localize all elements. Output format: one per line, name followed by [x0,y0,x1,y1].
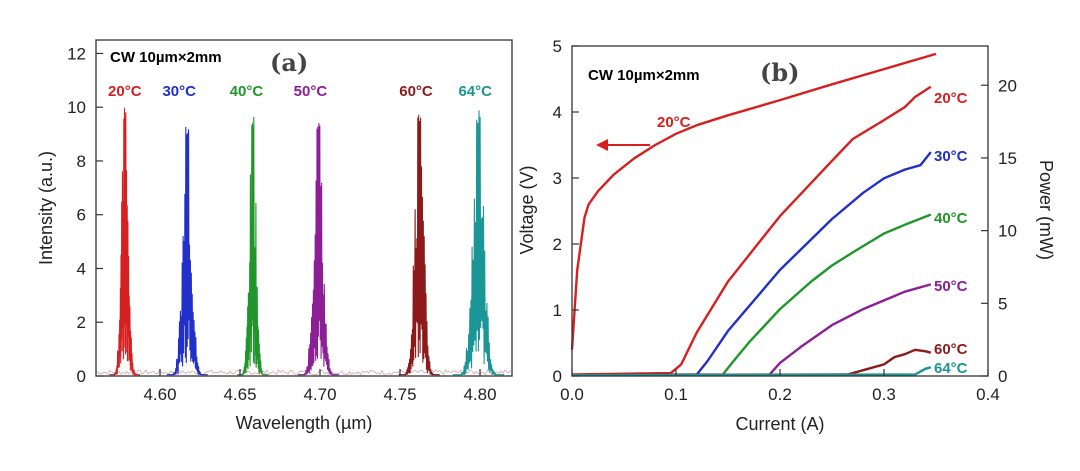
panel-a-x-tick-label: 4.75 [383,385,416,404]
spectrum-line-50c [297,123,339,376]
panel-b-left-y-tick-label: 0 [553,367,562,386]
panel-b-tag: (b) [760,58,800,87]
panel-b-left-y-tick-label: 3 [553,169,562,188]
panel-a-ticks: 4.60 4.65 4.70 4.75 4.80 0 2 4 6 8 10 12 [67,44,496,404]
spectrum-label: 20°C [108,83,142,100]
power-curve-50c [571,283,932,377]
power-curve-label: 50°C [934,278,968,295]
spectrum-line-30c [166,126,208,376]
panel-b-right-y-tick-label: 10 [998,222,1017,241]
panel-b-x-tick-label: 0.1 [664,385,688,404]
panel-a-x-tick-label: 4.70 [303,385,336,404]
panel-a-frame [95,39,513,377]
panel-b-plot-area [570,52,937,377]
panel-a-y-tick-label: 6 [77,206,86,225]
panel-b-x-tick-label: 0.2 [768,385,792,404]
spectrum-line-20c [109,107,141,377]
power-curve-40c [571,213,932,377]
spectrum-label: 60°C [399,83,433,100]
panel-a-y-tick-label: 12 [67,44,86,63]
spectrum-label: 64°C [458,83,492,100]
panel-b-temperature-labels: 20°C 30°C 40°C 50°C 60°C 64°C [934,90,968,377]
panel-b-right-y-tick-label: 5 [998,294,1007,313]
panel-b-x-tick-label: 0.0 [560,385,584,404]
spectrum-noise-floor [95,369,511,376]
panel-b-left-y-tick-label: 1 [553,301,562,320]
panel-a-x-tick-label: 4.80 [463,385,496,404]
panel-b-annotation: CW 10µm×2mm [588,67,700,84]
panel-a-x-tick-label: 4.65 [223,385,256,404]
panel-a-spectra: 4.60 4.65 4.70 4.75 4.80 0 2 4 6 8 10 12 20°C 30°C 40… [36,39,513,433]
spectrum-line-64c [452,110,504,376]
power-curve-60c [571,348,932,377]
panel-a-x-tick-label: 4.60 [143,385,176,404]
panel-b-right-y-tick-label: 20 [998,76,1017,95]
panel-a-y-tick-label: 10 [67,98,86,117]
power-curve-30c [571,151,932,377]
voltage-curve-label: 20°C [657,114,691,131]
spectrum-label: 50°C [294,83,328,100]
power-curve-20c [571,85,932,376]
panel-b-x-tick-label: 0.4 [976,385,1000,404]
power-curve-label: 40°C [934,210,968,227]
spectrum-line-40c [237,116,269,376]
panel-a-y-tick-label: 8 [77,152,86,171]
panel-a-tag: (a) [270,48,308,77]
panel-b-right-y-tick-label: 15 [998,149,1017,168]
panel-a-plot-area [95,107,511,377]
panel-a-y-axis-label: Intensity (a.u.) [36,151,56,265]
spectrum-label: 30°C [162,83,196,100]
power-curve-64c [571,366,932,377]
panel-a-y-tick-label: 2 [77,313,86,332]
panel-b-x-tick-label: 0.3 [872,385,896,404]
voltage-arrow-head [596,139,608,151]
voltage-curve-20c [570,52,937,350]
panel-b-right-y-axis-label: Power (mW) [1036,160,1056,260]
power-curve-label: 60°C [934,341,968,358]
panel-b-left-y-tick-label: 4 [553,103,562,122]
panel-b-right-y-tick-label: 0 [998,367,1007,386]
panel-b-left-y-tick-label: 5 [553,37,562,56]
power-curve-label: 30°C [934,148,968,165]
panel-a-temperature-labels: 20°C 30°C 40°C 50°C 60°C 64°C [108,83,492,100]
panel-b-left-y-axis-label: Voltage (V) [517,165,537,254]
panel-b-left-y-tick-label: 2 [553,235,562,254]
spectrum-label: 40°C [230,83,264,100]
panel-b-x-axis-label: Current (A) [735,414,824,434]
panel-a-x-axis-label: Wavelength (µm) [236,413,373,433]
power-curve-label: 20°C [934,90,968,107]
voltage-arrow [596,139,650,151]
panel-a-annotation: CW 10µm×2mm [110,49,222,66]
panel-a-y-tick-label: 4 [77,259,86,278]
spectrum-line-60c [398,114,440,376]
power-curve-label: 64°C [934,360,968,377]
panel-a-y-tick-label: 0 [77,367,86,386]
